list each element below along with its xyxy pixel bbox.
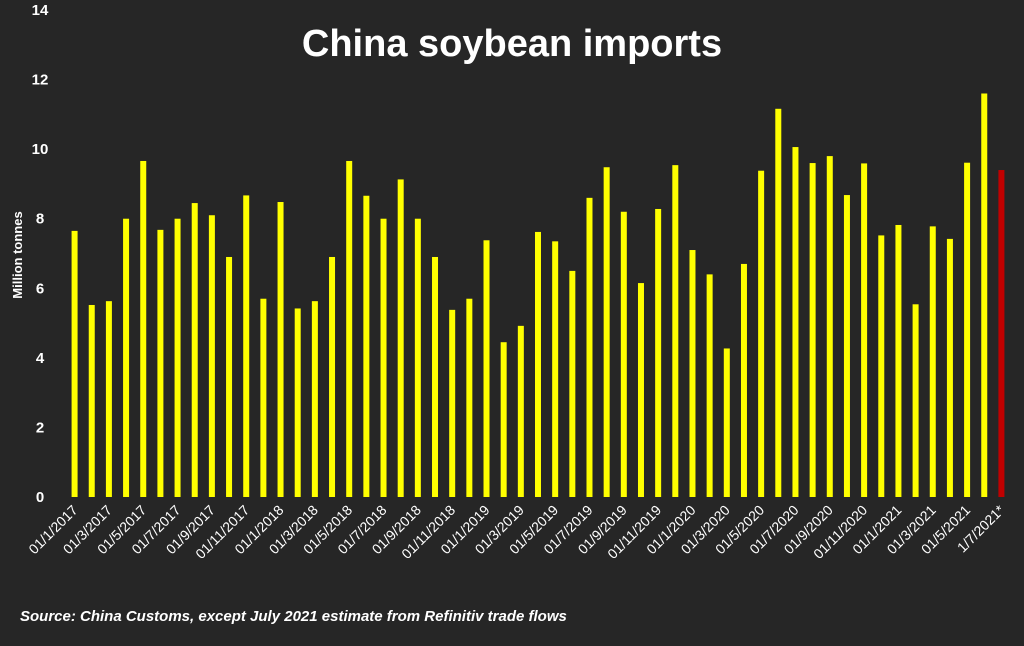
y-tick-label: 4	[36, 350, 45, 367]
bar	[71, 230, 78, 497]
bar	[449, 309, 456, 497]
bar	[483, 240, 490, 497]
bar	[826, 156, 833, 497]
y-axis-ticks: 0 2 4 6 8 10 12 14	[32, 2, 49, 506]
y-tick-label: 0	[36, 489, 44, 506]
y-tick-label: 2	[36, 419, 44, 436]
bar	[809, 163, 816, 498]
bar	[878, 235, 885, 497]
y-tick-label: 12	[32, 72, 49, 89]
bar	[637, 283, 644, 497]
bar	[655, 208, 662, 497]
bar	[380, 218, 387, 497]
bar	[603, 167, 610, 497]
bar	[157, 229, 164, 498]
source-note: Source: China Customs, except July 2021 …	[20, 608, 567, 625]
bar	[912, 304, 919, 497]
bar	[964, 162, 971, 497]
bar	[260, 298, 267, 497]
bar	[981, 93, 988, 497]
bar	[672, 165, 679, 497]
bar	[88, 304, 95, 497]
bar-estimate	[998, 170, 1005, 497]
bar	[723, 348, 730, 497]
bars	[71, 93, 1005, 498]
bar	[861, 163, 868, 497]
bar	[946, 238, 953, 497]
bar	[895, 224, 902, 497]
bar	[466, 298, 473, 497]
bar	[792, 147, 799, 497]
bar	[243, 195, 250, 498]
bar	[517, 325, 524, 497]
bar	[569, 270, 576, 497]
bar	[414, 218, 421, 497]
bar	[535, 231, 541, 497]
bar	[552, 241, 559, 497]
bar	[174, 218, 181, 497]
bar	[706, 274, 713, 497]
bar	[432, 256, 439, 497]
bar	[140, 160, 147, 497]
bar	[775, 108, 782, 497]
y-tick-label: 10	[32, 141, 49, 158]
bar	[500, 342, 507, 497]
bar	[329, 256, 336, 497]
bar	[397, 179, 404, 497]
chart-title: China soybean imports	[302, 23, 722, 65]
bar	[226, 256, 233, 497]
bar	[294, 308, 301, 497]
bar	[105, 301, 112, 497]
y-tick-label: 14	[32, 2, 49, 19]
bar	[191, 203, 198, 497]
bar	[689, 250, 696, 497]
bar	[929, 226, 936, 498]
bar	[208, 215, 215, 497]
bar	[620, 211, 627, 497]
bar	[758, 170, 765, 497]
bar	[277, 202, 284, 497]
bar	[586, 197, 593, 498]
y-tick-label: 8	[36, 211, 44, 228]
y-tick-label: 6	[36, 280, 44, 297]
y-axis-title: Million tonnes	[10, 211, 25, 298]
bar	[346, 160, 353, 497]
bar	[123, 218, 130, 497]
bar	[363, 195, 370, 497]
bar	[311, 301, 318, 497]
bar	[740, 263, 747, 497]
bar	[843, 195, 850, 497]
